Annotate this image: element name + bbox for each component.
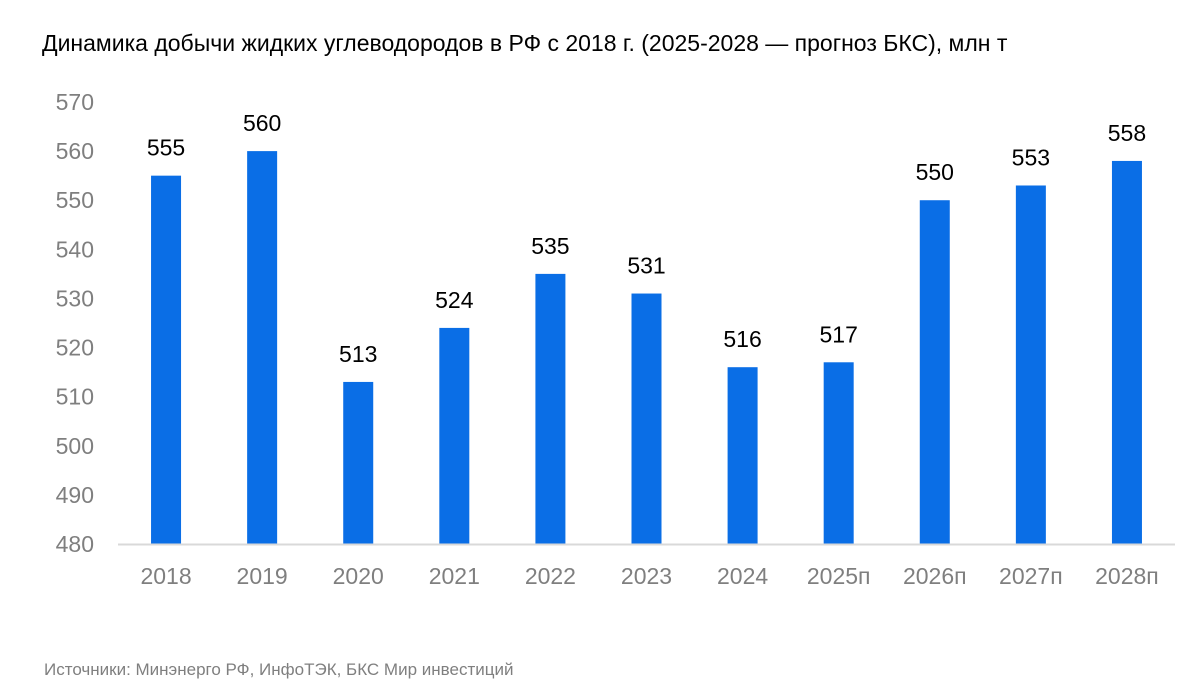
y-tick-label: 500 — [56, 433, 94, 459]
x-tick-label: 2024 — [717, 563, 768, 589]
x-tick-label: 2023 — [621, 563, 672, 589]
y-tick-label: 480 — [56, 531, 94, 557]
data-label: 517 — [819, 321, 857, 347]
chart-source: Источники: Минэнерго РФ, ИнфоТЭК, БКС Ми… — [44, 660, 514, 679]
bar-2021 — [439, 327, 470, 544]
y-tick-label: 520 — [56, 335, 94, 361]
x-tick-label: 2027п — [999, 563, 1063, 589]
data-label: 516 — [723, 326, 761, 352]
y-tick-label: 570 — [56, 89, 94, 115]
bar-2019 — [247, 151, 278, 544]
y-tick-label: 510 — [56, 384, 94, 410]
y-axis: 480 490 500 510 520 530 540 550 560 570 — [56, 89, 94, 557]
data-label: 553 — [1012, 144, 1050, 170]
x-axis: 2018 2019 2020 2021 2022 2023 2024 2025п 2026п 20… — [118, 543, 1175, 589]
data-label: 560 — [243, 110, 281, 136]
bars — [151, 151, 1142, 544]
x-tick-label: 2021 — [429, 563, 480, 589]
bar-2018 — [151, 175, 182, 544]
x-tick-label: 2028п — [1095, 563, 1159, 589]
x-tick-label: 2020 — [333, 563, 384, 589]
data-label: 555 — [147, 135, 185, 161]
data-labels: 555 560 513 524 535 531 516 517 550 553 558 — [147, 110, 1146, 367]
bar-2023 — [631, 293, 662, 544]
data-label: 535 — [531, 233, 569, 259]
x-tick-label: 2025п — [807, 563, 871, 589]
bar-2024 — [727, 367, 758, 544]
bar-2027п — [1015, 185, 1046, 544]
y-tick-label: 560 — [56, 138, 94, 164]
bar-2026п — [919, 200, 950, 544]
x-tick-label: 2019 — [237, 563, 288, 589]
bar-2028п — [1111, 160, 1142, 544]
chart-title: Динамика добычи жидких углеводородов в Р… — [42, 30, 1008, 56]
x-tick-label: 2018 — [140, 563, 191, 589]
x-tick-label: 2022 — [525, 563, 576, 589]
data-label: 524 — [435, 287, 474, 313]
y-tick-label: 530 — [56, 285, 94, 311]
bar-2025п — [823, 362, 854, 544]
y-tick-label: 540 — [56, 236, 94, 262]
y-tick-label: 490 — [56, 482, 94, 508]
data-label: 513 — [339, 341, 377, 367]
x-tick-label: 2026п — [903, 563, 967, 589]
bar-2022 — [535, 273, 566, 544]
data-label: 531 — [627, 253, 665, 279]
y-tick-label: 550 — [56, 187, 94, 213]
data-label: 558 — [1108, 120, 1146, 146]
data-label: 550 — [916, 159, 954, 185]
bar-2020 — [343, 381, 374, 544]
